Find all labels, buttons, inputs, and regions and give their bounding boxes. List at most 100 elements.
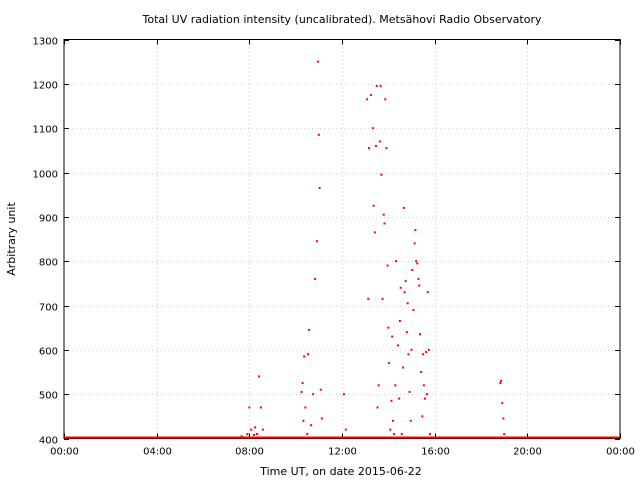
data-point: [421, 415, 424, 418]
data-point: [317, 60, 320, 63]
data-point: [499, 382, 502, 385]
x-tick-label: 12:00: [328, 447, 357, 458]
data-point: [366, 98, 369, 101]
ticks: 400 500 600 700 800 900 1000 1100 1200 1300 00:00 0…: [33, 37, 635, 458]
data-point: [304, 406, 307, 409]
data-points: [240, 60, 506, 438]
data-point: [427, 348, 430, 351]
data-point: [383, 222, 386, 225]
data-point: [500, 379, 503, 382]
data-point: [252, 433, 255, 436]
data-point: [259, 406, 262, 409]
data-point: [310, 424, 313, 427]
y-tick-label: 900: [39, 214, 58, 225]
data-point: [418, 333, 421, 336]
y-tick-label: 400: [39, 436, 58, 447]
data-point: [398, 397, 401, 400]
grid: [64, 39, 620, 439]
data-point: [377, 384, 380, 387]
data-point: [390, 399, 393, 402]
data-point: [387, 326, 390, 329]
data-point: [402, 206, 405, 209]
x-tick-label: 00:00: [606, 447, 635, 458]
data-point: [367, 297, 370, 300]
data-point: [502, 417, 505, 420]
data-point: [409, 419, 412, 422]
data-point: [373, 231, 376, 234]
data-point: [395, 260, 398, 263]
data-point: [396, 344, 399, 347]
data-point: [378, 140, 381, 143]
data-point: [386, 264, 389, 267]
data-point: [257, 375, 260, 378]
data-point: [313, 277, 316, 280]
x-tick-label: 04:00: [143, 447, 172, 458]
y-tick-label: 1000: [33, 170, 58, 181]
data-point: [416, 262, 419, 265]
y-tick-label: 800: [39, 258, 58, 269]
data-point: [422, 384, 425, 387]
data-point: [374, 144, 377, 147]
data-point: [426, 291, 429, 294]
x-tick-label: 00:00: [50, 447, 79, 458]
data-point: [376, 406, 379, 409]
data-point: [344, 428, 347, 431]
data-point: [246, 433, 249, 436]
data-point: [408, 390, 411, 393]
data-point: [303, 355, 306, 358]
data-point: [318, 187, 321, 190]
y-axis-label: Arbitrary unit: [5, 202, 18, 276]
data-point: [300, 390, 303, 393]
data-point: [415, 260, 418, 263]
data-point: [306, 433, 309, 436]
x-tick-label: 16:00: [421, 447, 450, 458]
y-tick-label: 1100: [33, 125, 58, 136]
data-point: [417, 277, 420, 280]
data-point: [429, 433, 432, 436]
data-point: [317, 133, 320, 136]
data-point: [393, 433, 396, 436]
data-point: [403, 291, 406, 294]
data-point: [379, 85, 382, 88]
data-point: [381, 297, 384, 300]
data-point: [414, 229, 417, 232]
data-point: [254, 426, 257, 429]
data-point: [375, 85, 378, 88]
data-point: [389, 428, 392, 431]
data-point: [400, 433, 403, 436]
data-point: [411, 269, 414, 272]
data-point: [320, 417, 323, 420]
data-point: [391, 335, 394, 338]
data-point: [405, 331, 408, 334]
data-point: [412, 308, 415, 311]
data-point: [501, 402, 504, 405]
data-point: [388, 362, 391, 365]
data-point: [372, 204, 375, 207]
data-point: [425, 393, 428, 396]
y-tick-label: 1200: [33, 81, 58, 92]
data-point: [404, 280, 407, 283]
data-point: [315, 240, 318, 243]
data-point: [240, 435, 243, 438]
data-point: [308, 328, 311, 331]
data-point: [399, 286, 402, 289]
data-point: [319, 388, 322, 391]
data-point: [312, 393, 315, 396]
data-point: [503, 433, 506, 436]
data-point: [410, 348, 413, 351]
data-point: [301, 382, 304, 385]
data-point: [248, 406, 251, 409]
data-point: [413, 242, 416, 245]
data-point: [391, 419, 394, 422]
data-point: [406, 302, 409, 305]
data-point: [398, 320, 401, 323]
data-point: [407, 353, 410, 356]
data-point: [425, 351, 428, 354]
data-point: [420, 371, 423, 373]
data-point: [385, 147, 388, 150]
y-tick-label: 600: [39, 347, 58, 358]
x-tick-label: 08:00: [235, 447, 264, 458]
y-tick-label: 1300: [33, 37, 58, 48]
data-point: [256, 433, 259, 436]
